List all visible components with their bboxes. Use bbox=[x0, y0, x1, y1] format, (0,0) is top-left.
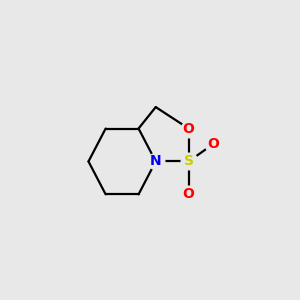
Text: O: O bbox=[183, 122, 195, 136]
Text: O: O bbox=[183, 187, 195, 201]
Text: N: N bbox=[150, 154, 161, 168]
Text: S: S bbox=[184, 154, 194, 168]
Text: O: O bbox=[207, 137, 219, 151]
